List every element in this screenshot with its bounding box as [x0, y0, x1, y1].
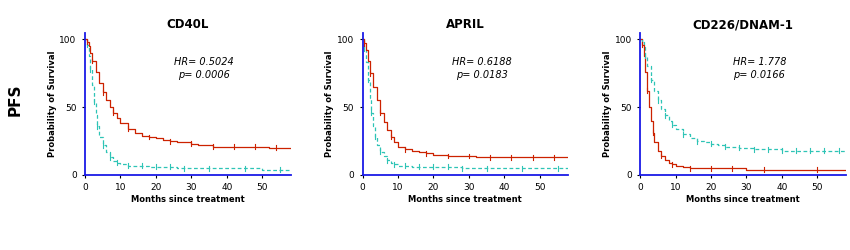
Y-axis label: Probability of Survival: Probability of Survival	[48, 50, 57, 157]
Text: HR= 1.778
p= 0.0166: HR= 1.778 p= 0.0166	[733, 56, 786, 80]
X-axis label: Months since treatment: Months since treatment	[409, 195, 522, 204]
Title: APRIL: APRIL	[446, 18, 484, 31]
Y-axis label: Probability of Survival: Probability of Survival	[326, 50, 334, 157]
Text: HR= 0.5024
p= 0.0006: HR= 0.5024 p= 0.0006	[174, 56, 234, 80]
Title: CD226/DNAM-1: CD226/DNAM-1	[693, 18, 793, 31]
Text: PFS: PFS	[8, 84, 23, 116]
X-axis label: Months since treatment: Months since treatment	[686, 195, 800, 204]
Text: HR= 0.6188
p= 0.0183: HR= 0.6188 p= 0.0183	[452, 56, 512, 80]
Title: CD40L: CD40L	[167, 18, 209, 31]
Y-axis label: Probability of Survival: Probability of Survival	[603, 50, 612, 157]
X-axis label: Months since treatment: Months since treatment	[131, 195, 245, 204]
